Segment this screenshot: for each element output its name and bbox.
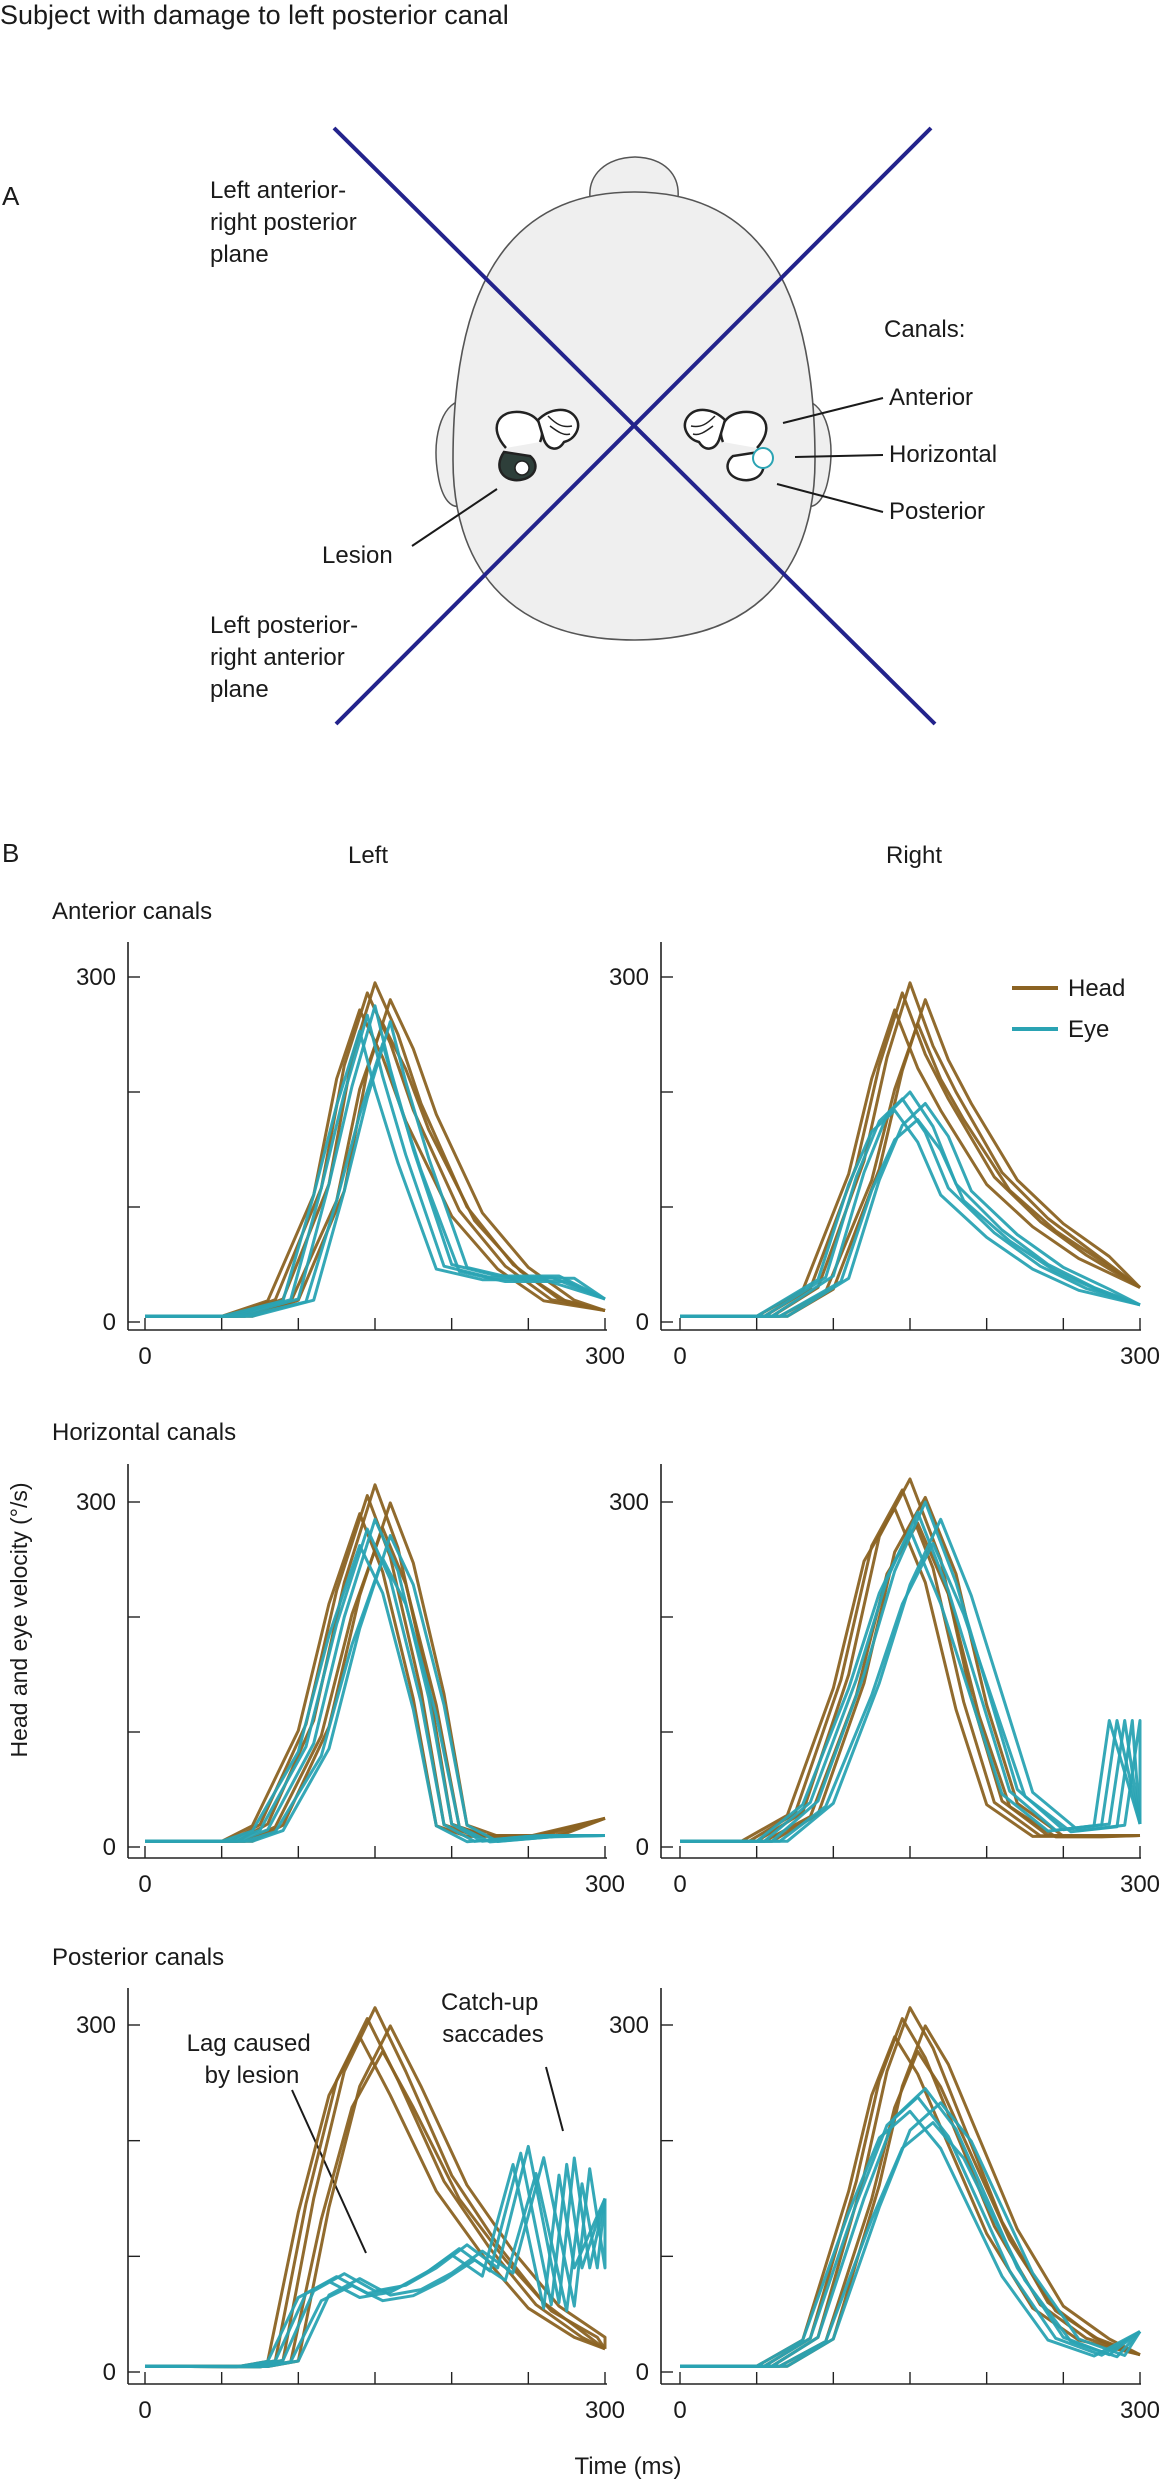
annotation-saccades-pointer bbox=[545, 2066, 564, 2132]
anterior-pointer bbox=[782, 397, 884, 424]
row-title-horizontal: Horizontal canals bbox=[52, 1419, 236, 1446]
plots: 0 300 0 300 0 300 0 300 0 300 0 300 0 300 0 300 0 300 0 300… bbox=[76, 942, 1160, 2424]
eye-velocity-trace bbox=[145, 1534, 606, 1843]
column-label-left: Left bbox=[348, 842, 388, 869]
legend: Head Eye bbox=[1012, 975, 1125, 1043]
head-velocity-trace bbox=[145, 1501, 606, 1843]
x-tick-label: 0 bbox=[673, 1871, 686, 1898]
x-tick-label: 0 bbox=[673, 2397, 686, 2424]
eye-velocity-trace bbox=[145, 1557, 606, 1844]
y-tick-label: 0 bbox=[636, 1309, 649, 1336]
eye-velocity-trace bbox=[680, 2095, 1141, 2368]
lesion-label: Lesion bbox=[322, 542, 393, 569]
panel-b-label: B bbox=[2, 838, 19, 868]
eye-velocity-trace bbox=[680, 1102, 1141, 1318]
x-tick-label: 0 bbox=[673, 1343, 686, 1370]
lesion-pointer bbox=[411, 488, 498, 547]
row-title-posterior: Posterior canals bbox=[52, 1944, 224, 1971]
x-axis-label: Time (ms) bbox=[574, 2453, 681, 2480]
y-tick-label: 0 bbox=[103, 1834, 116, 1861]
horizontal-pointer bbox=[794, 454, 884, 458]
posterior-pointer bbox=[776, 483, 884, 513]
eye-velocity-trace bbox=[145, 1020, 606, 1318]
head-outline bbox=[452, 191, 816, 641]
x-tick-label: 0 bbox=[138, 2397, 151, 2424]
y-tick-label: 0 bbox=[636, 2359, 649, 2386]
head-velocity-trace bbox=[680, 1506, 1141, 1843]
eye-velocity-trace bbox=[145, 2144, 607, 2368]
canal-label-anterior: Anterior bbox=[889, 384, 973, 411]
x-tick-label: 300 bbox=[585, 1343, 625, 1370]
x-tick-label: 300 bbox=[585, 2397, 625, 2424]
head-velocity-trace bbox=[680, 2024, 1141, 2368]
left-inner-ear bbox=[495, 408, 580, 482]
head-velocity-trace bbox=[144, 2049, 607, 2369]
y-tick-label: 300 bbox=[609, 2012, 649, 2039]
annotation-saccades: Catch-up saccades bbox=[441, 1989, 545, 2048]
head-velocity-trace bbox=[145, 1483, 606, 1843]
x-tick-label: 300 bbox=[585, 1871, 625, 1898]
head-velocity-trace bbox=[145, 1512, 606, 1843]
annotation-lag-pointer bbox=[291, 2089, 367, 2254]
eye-velocity-trace bbox=[145, 1544, 606, 1844]
y-tick-label: 300 bbox=[76, 1489, 116, 1516]
y-tick-label: 0 bbox=[103, 1309, 116, 1336]
eye-velocity-trace bbox=[680, 1108, 1141, 1318]
panel-a-label: A bbox=[2, 181, 20, 211]
x-tick-label: 300 bbox=[1120, 2397, 1160, 2424]
plane-label-bottom-left: Left posterior- right anterior plane bbox=[210, 612, 365, 703]
canals-title: Canals: bbox=[884, 316, 965, 343]
head-velocity-trace bbox=[680, 2035, 1141, 2368]
canal-label-posterior: Posterior bbox=[889, 498, 985, 525]
y-axis-label: Head and eye velocity (°/s) bbox=[6, 1482, 32, 1757]
head-velocity-trace bbox=[145, 1008, 606, 1318]
eye-velocity-trace bbox=[145, 1004, 606, 1318]
eye-velocity-trace bbox=[680, 1510, 1142, 1843]
eye-velocity-trace bbox=[680, 2121, 1142, 2368]
eye-velocity-trace bbox=[144, 2172, 607, 2369]
plane-line-left-posterior bbox=[334, 126, 933, 726]
x-tick-label: 0 bbox=[138, 1871, 151, 1898]
nose bbox=[589, 156, 679, 199]
y-tick-label: 300 bbox=[609, 964, 649, 991]
eye-velocity-trace bbox=[145, 1517, 605, 1843]
head-diagram bbox=[435, 156, 832, 641]
head-velocity-trace bbox=[145, 981, 606, 1318]
eye-velocity-trace bbox=[680, 1500, 1142, 1843]
eye-velocity-trace bbox=[144, 2156, 607, 2368]
x-tick-label: 300 bbox=[1120, 1871, 1160, 1898]
x-tick-label: 0 bbox=[138, 1343, 151, 1370]
x-tick-label: 300 bbox=[1120, 1343, 1160, 1370]
page-title: Subject with damage to left posterior ca… bbox=[0, 0, 509, 30]
legend-head-label: Head bbox=[1068, 975, 1125, 1002]
eye-velocity-trace bbox=[680, 1118, 1141, 1318]
plane-label-top-left: Left anterior- right posterior plane bbox=[210, 177, 363, 268]
eye-velocity-trace bbox=[144, 2163, 607, 2369]
y-tick-label: 300 bbox=[76, 2012, 116, 2039]
eye-velocity-trace bbox=[680, 1517, 1142, 1843]
y-tick-label: 300 bbox=[76, 964, 116, 991]
y-tick-label: 0 bbox=[636, 1834, 649, 1861]
legend-eye-label: Eye bbox=[1068, 1016, 1109, 1043]
annotation-lag: Lag caused by lesion bbox=[187, 2030, 318, 2089]
row-title-anterior: Anterior canals bbox=[52, 898, 212, 925]
eye-velocity-trace bbox=[680, 1090, 1141, 1318]
head-velocity-trace bbox=[145, 998, 606, 1318]
head-velocity-trace bbox=[680, 1521, 1141, 1843]
y-tick-label: 0 bbox=[103, 2359, 116, 2386]
head-velocity-trace bbox=[680, 998, 1142, 1318]
canal-label-horizontal: Horizontal bbox=[889, 441, 997, 468]
y-tick-label: 300 bbox=[609, 1489, 649, 1516]
right-inner-ear bbox=[683, 408, 774, 482]
eye-velocity-trace bbox=[680, 2101, 1142, 2368]
column-label-right: Right bbox=[886, 842, 942, 869]
eye-velocity-trace bbox=[680, 1528, 1142, 1843]
